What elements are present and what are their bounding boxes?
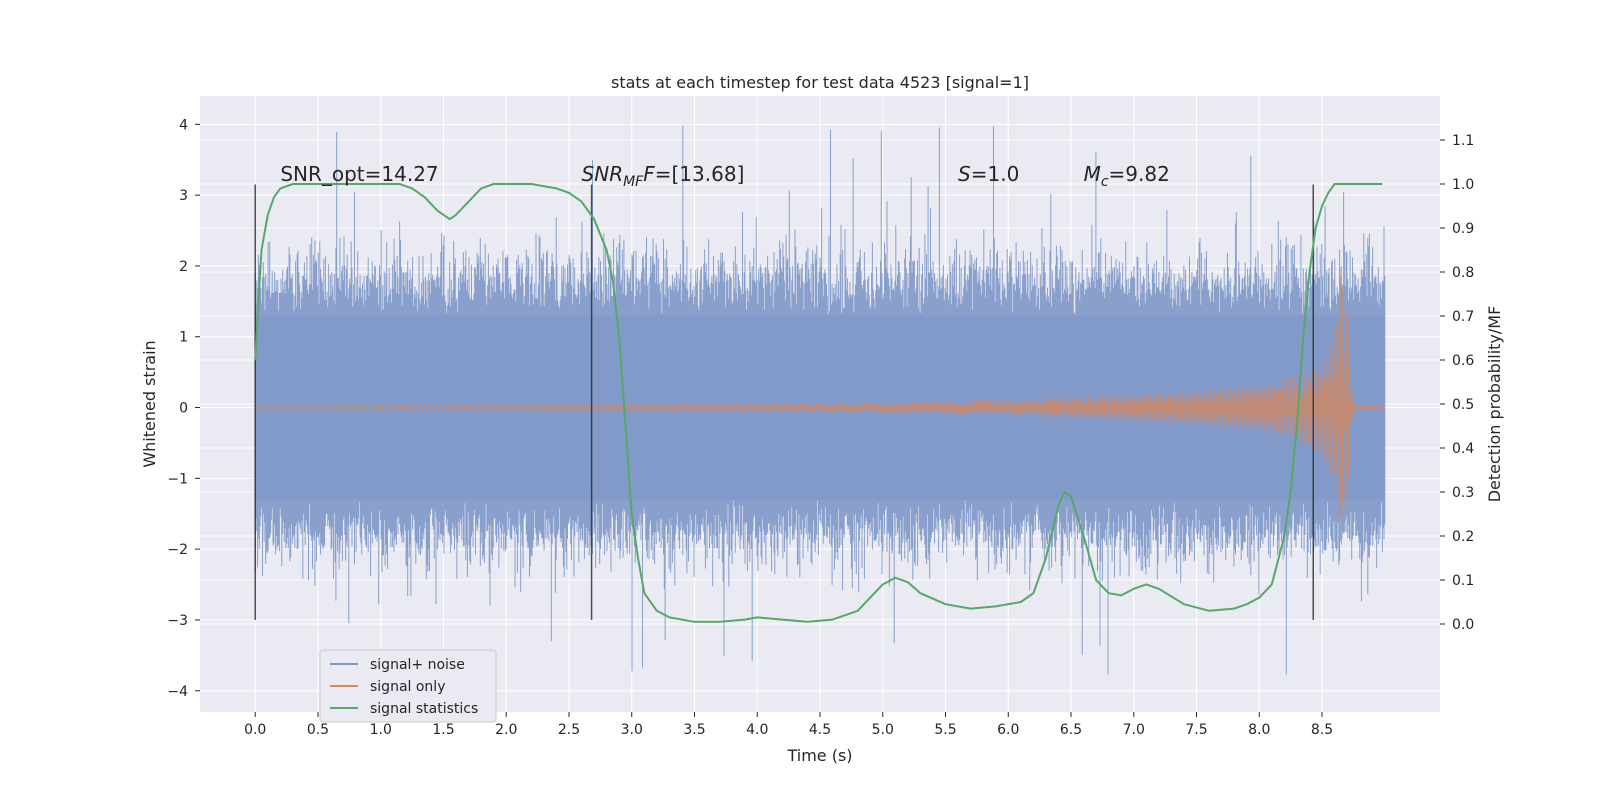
vertical-markers xyxy=(254,184,1314,620)
y-right-tick-label: 0.6 xyxy=(1452,353,1474,369)
x-tick-label: 7.5 xyxy=(1185,722,1207,738)
x-tick-label: 8.0 xyxy=(1248,722,1270,738)
y-right-tick-label: 0.7 xyxy=(1452,309,1474,325)
annotation-value: =9.82 xyxy=(1109,162,1170,186)
annotation: S=1.0 xyxy=(958,162,1019,186)
y-left-tick-label: −4 xyxy=(167,684,188,700)
y-left-tick-label: 0 xyxy=(179,401,188,417)
x-tick-label: 0.5 xyxy=(307,722,329,738)
annotation-value: =1.0 xyxy=(971,162,1020,186)
legend-label-signal-plus-noise: signal+ noise xyxy=(370,657,465,673)
y-right-tick-label: 1.1 xyxy=(1452,133,1474,149)
annotation: Mc=9.82 xyxy=(1084,162,1170,190)
x-tick-label: 2.5 xyxy=(558,722,580,738)
y-right-axis-label: Detection probability/MF xyxy=(1485,306,1504,503)
series-signal-only xyxy=(254,270,1386,545)
y-right-tick-label: 1.0 xyxy=(1452,177,1474,193)
statistics-trace xyxy=(254,183,1383,623)
y-left-tick-label: −2 xyxy=(167,542,188,558)
x-tick-label: 4.5 xyxy=(809,722,831,738)
y-right-tick-label: 0.8 xyxy=(1452,265,1474,281)
y-left-tick-label: 4 xyxy=(179,117,188,133)
x-tick-label: 8.5 xyxy=(1311,722,1333,738)
x-tick-label: 5.0 xyxy=(872,722,894,738)
x-tick-label: 1.5 xyxy=(432,722,454,738)
y-left-tick-label: −3 xyxy=(167,613,188,629)
x-axis-ticks: 0.0 0.5 1.0 1.5 2.0 2.5 3.0 3.5 4.0 4.5 5.0 5.5 6.0 6… xyxy=(244,712,1333,738)
annotation: SNRMFF=[13.68] xyxy=(582,162,745,190)
annotation-symbol-tail: F xyxy=(643,162,655,186)
annotation-value-text: =[13.68] xyxy=(655,162,745,186)
chart-title: stats at each timestep for test data 452… xyxy=(611,73,1029,92)
y-right-tick-label: 0.5 xyxy=(1452,397,1474,413)
x-tick-label: 2.0 xyxy=(495,722,517,738)
x-tick-label: 3.5 xyxy=(683,722,705,738)
annotation-symbol: M xyxy=(1084,162,1101,186)
y-right-tick-label: 0.9 xyxy=(1452,221,1474,237)
annotation-symbol: S xyxy=(958,162,971,186)
annotation-symbol: SNR xyxy=(582,162,624,186)
x-tick-label: 5.5 xyxy=(934,722,956,738)
y-left-tick-label: 1 xyxy=(179,330,188,346)
annotation: SNR_opt=14.27 xyxy=(280,162,438,186)
y-left-tick-label: 2 xyxy=(179,259,188,275)
legend-box xyxy=(319,649,497,723)
legend: signal+ noise signal only signal statist… xyxy=(319,649,497,723)
annotation-value: F=[13.68] xyxy=(643,162,744,186)
x-tick-label: 1.0 xyxy=(370,722,392,738)
annotations: SNR_opt=14.27 SNRMFF=[13.68] S=1.0 Mc=9.82 xyxy=(280,162,1170,190)
annotation-subscript: c xyxy=(1101,174,1109,190)
y-left-axis-label: Whitened strain xyxy=(140,340,159,467)
y-left-tick-label: 3 xyxy=(179,188,188,204)
legend-label-signal-only: signal only xyxy=(370,679,445,695)
y-right-tick-label: 0.1 xyxy=(1452,573,1474,589)
annotation-subscript: MF xyxy=(623,174,644,190)
x-tick-label: 0.0 xyxy=(244,722,266,738)
y-right-tick-label: 0.4 xyxy=(1452,441,1474,457)
y-right-tick-label: 0.3 xyxy=(1452,485,1474,501)
x-tick-label: 7.0 xyxy=(1123,722,1145,738)
legend-label-signal-statistics: signal statistics xyxy=(370,701,478,717)
x-tick-label: 6.0 xyxy=(997,722,1019,738)
x-tick-label: 3.0 xyxy=(621,722,643,738)
y-right-tick-label: 0.0 xyxy=(1452,617,1474,633)
y-left-tick-label: −1 xyxy=(167,471,188,487)
x-tick-label: 6.5 xyxy=(1060,722,1082,738)
x-axis-label: Time (s) xyxy=(786,746,852,765)
series-signal-statistics xyxy=(254,183,1383,623)
y-right-axis-ticks: 1.1 1.0 0.9 0.8 0.7 0.6 0.5 0.4 0.3 0.2 0.1 0.0 xyxy=(1440,133,1474,633)
x-tick-label: 4.0 xyxy=(746,722,768,738)
signal-trace xyxy=(254,270,1386,545)
y-left-axis-ticks: 4 3 2 1 0 −1 −2 −3 −4 xyxy=(167,117,200,700)
y-right-tick-label: 0.2 xyxy=(1452,529,1474,545)
